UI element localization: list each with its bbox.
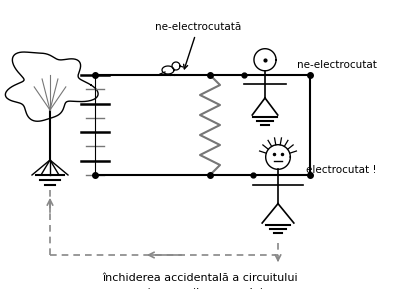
Text: prin crengile copacului: prin crengile copacului: [137, 288, 264, 289]
Text: electrocutat !: electrocutat !: [306, 165, 377, 175]
Text: ne-electrocutat: ne-electrocutat: [297, 60, 377, 70]
Text: ne-electrocutată: ne-electrocutată: [155, 22, 241, 69]
Text: închiderea accidentală a circuitului: închiderea accidentală a circuitului: [102, 273, 298, 283]
